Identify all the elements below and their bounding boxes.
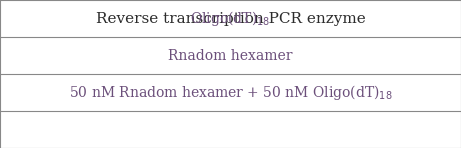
Text: 50 nM Rnadom hexamer + 50 nM Oligo(dT)$_{18}$: 50 nM Rnadom hexamer + 50 nM Oligo(dT)$_… (69, 83, 392, 102)
Text: Reverse transcription PCR enzyme: Reverse transcription PCR enzyme (95, 12, 366, 25)
Bar (0, 0, 461, 37)
Bar (0, 37, 461, 74)
Bar (0, 74, 461, 111)
Text: Rnadom hexamer: Rnadom hexamer (168, 49, 293, 62)
Text: Oligo(dT)$_{18}$: Oligo(dT)$_{18}$ (190, 9, 271, 28)
Bar (0, 0, 461, 37)
